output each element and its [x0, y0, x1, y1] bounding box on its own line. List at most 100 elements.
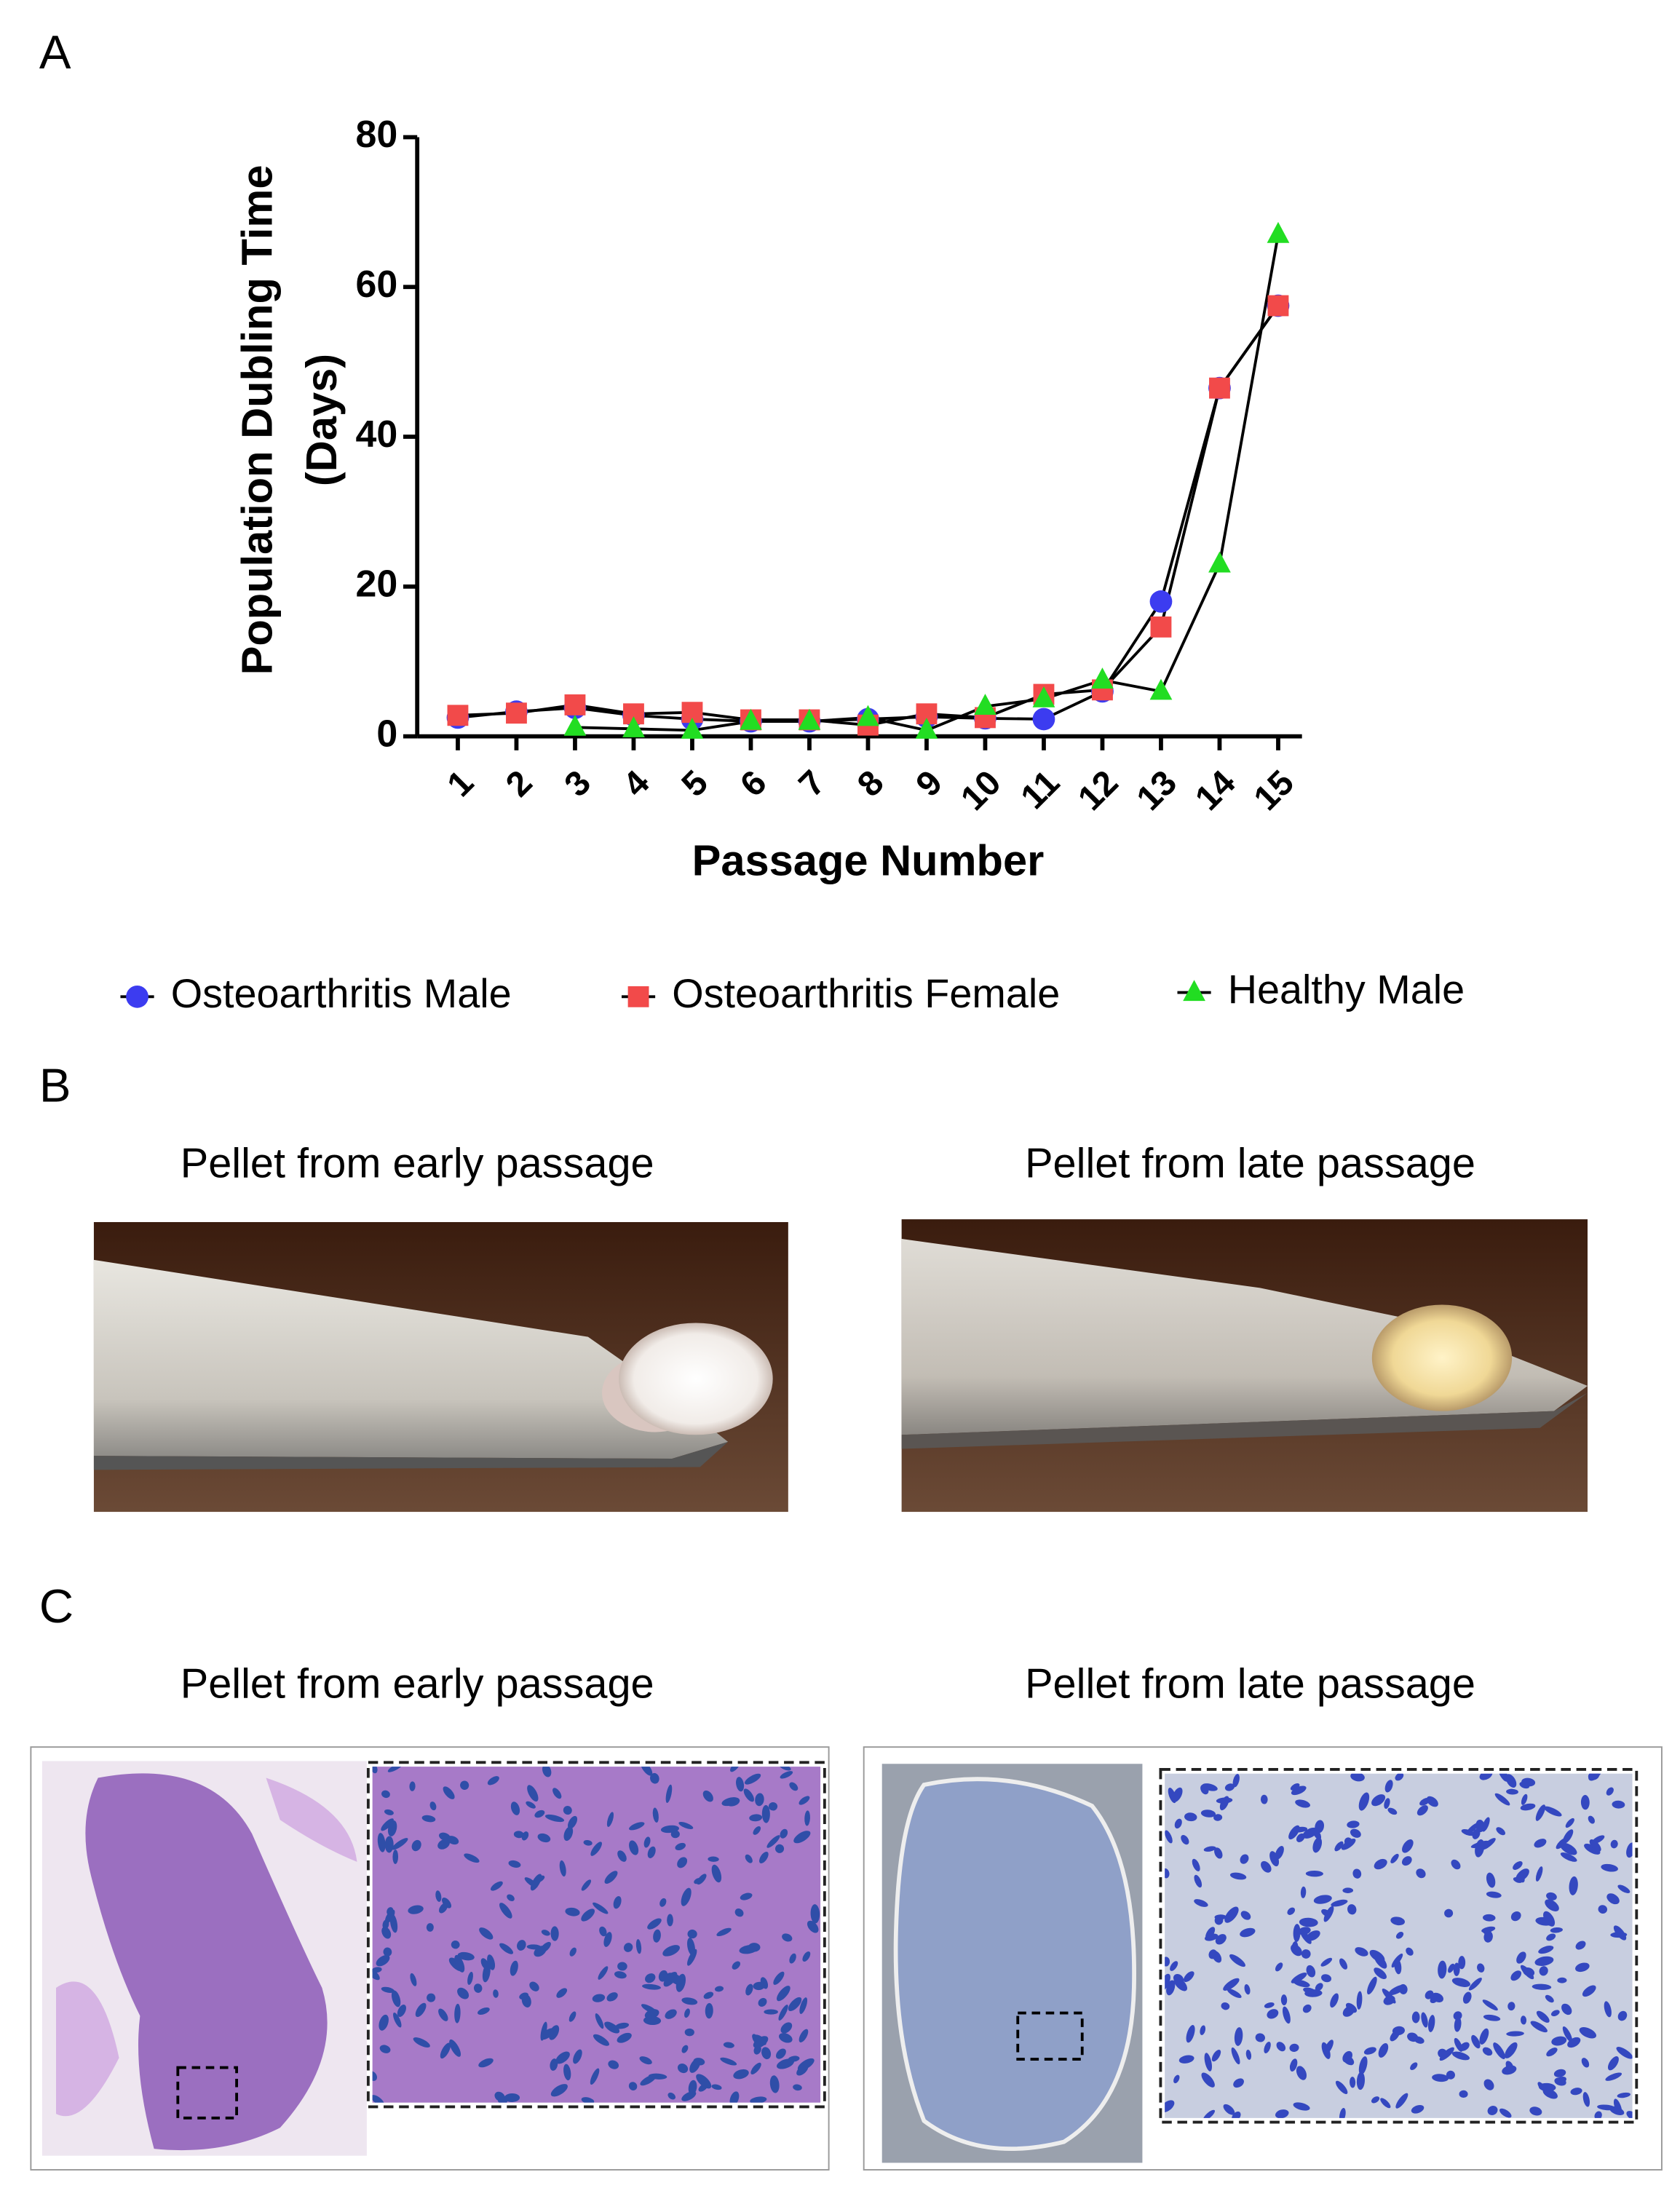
nucleus	[1597, 2104, 1616, 2111]
nucleus	[387, 1820, 397, 1836]
nucleus	[1223, 1978, 1240, 1991]
nucleus	[555, 2051, 570, 2064]
nucleus	[451, 1940, 460, 1949]
nucleus	[583, 1839, 593, 1846]
nucleus	[774, 1844, 785, 1853]
nucleus	[1427, 2015, 1435, 2032]
nucleus	[593, 2034, 610, 2046]
nucleus	[552, 1788, 562, 1799]
nucleus	[1506, 2031, 1524, 2037]
nucleus	[799, 2029, 809, 2042]
nucleus	[1300, 1886, 1307, 1898]
nucleus	[1565, 1818, 1574, 1828]
nucleus	[1194, 1899, 1208, 1907]
nucleus	[1499, 2108, 1512, 2118]
nucleus	[1295, 1799, 1310, 1808]
nucleus	[1567, 2037, 1581, 2048]
nucleus	[667, 1914, 673, 1927]
panel-label: B	[39, 1059, 71, 1112]
nucleus	[1350, 1773, 1365, 1782]
nucleus	[1205, 1927, 1216, 1940]
nucleus	[1374, 1858, 1387, 1870]
histology-late	[881, 1764, 1143, 2163]
nucleus	[569, 1947, 576, 1957]
nucleus	[639, 2056, 652, 2065]
nucleus	[1275, 1846, 1284, 1860]
nucleus	[1505, 2061, 1514, 2073]
nucleus	[1219, 1796, 1229, 1811]
nucleus	[1165, 2100, 1175, 2113]
nucleus	[1306, 1930, 1320, 1941]
nucleus	[606, 1992, 618, 2002]
nucleus	[1589, 1839, 1601, 1852]
nucleus	[1472, 1828, 1481, 1839]
nucleus	[743, 1788, 754, 1802]
nucleus	[733, 2069, 749, 2080]
nucleus	[761, 2047, 772, 2060]
nucleus	[1537, 2082, 1546, 2091]
nucleus	[537, 1833, 551, 1843]
nucleus	[1544, 1806, 1562, 1817]
nucleus	[1536, 2010, 1550, 2023]
nucleus	[534, 1946, 547, 1957]
nucleus	[753, 2045, 761, 2055]
nucleus	[563, 1826, 574, 1842]
nucleus	[1486, 1872, 1496, 1888]
nucleus	[427, 1993, 436, 2002]
nucleus	[493, 1989, 499, 1998]
nucleus	[521, 1831, 529, 1841]
nucleus	[613, 1896, 622, 1909]
nucleus	[1483, 1914, 1496, 1922]
nucleus	[415, 2002, 427, 2018]
nucleus	[617, 1962, 627, 1971]
y-tick-label: 0	[376, 713, 397, 755]
legend-label: Osteoarthritis Female	[672, 971, 1060, 1016]
nucleus	[745, 1773, 761, 1785]
y-axis-label: (Days)	[297, 354, 346, 486]
nucleus	[687, 1929, 697, 1939]
nucleus	[1560, 1842, 1577, 1855]
nucleus	[457, 1987, 469, 1999]
histology-early	[41, 1761, 367, 2156]
nucleus	[623, 1943, 633, 1952]
nucleus	[1313, 1895, 1332, 1904]
nucleus	[1605, 2072, 1622, 2081]
nucleus	[1165, 1830, 1173, 1844]
series-line	[574, 234, 1280, 732]
nucleus	[1165, 1973, 1170, 1991]
nucleus	[753, 1826, 761, 1835]
nucleus	[1289, 2060, 1297, 2069]
nucleus	[782, 1933, 793, 1942]
nucleus	[482, 1963, 491, 1983]
nucleus	[563, 2064, 571, 2081]
nucleus	[383, 1947, 392, 1957]
nucleus	[1462, 1991, 1472, 2004]
x-tick-label: 11	[1013, 763, 1067, 817]
nucleus	[460, 1780, 469, 1790]
nucleus	[1451, 1859, 1461, 1870]
nucleus	[1299, 1917, 1318, 1927]
nucleus	[1166, 1980, 1176, 1996]
nucleus	[1231, 2047, 1240, 2065]
nucleus	[1550, 2010, 1560, 2017]
nucleus	[1293, 2102, 1310, 2111]
nucleus	[494, 2091, 505, 2102]
nucleus	[723, 2042, 734, 2048]
nucleus	[599, 1926, 607, 1937]
nucleus	[730, 1767, 740, 1772]
nucleus	[670, 1830, 680, 1839]
nucleus	[780, 1828, 788, 1839]
nucleus	[387, 1767, 404, 1772]
nucleus	[629, 1822, 645, 1831]
x-tick-label: 8	[850, 763, 892, 804]
nucleus	[568, 2011, 576, 2022]
nucleus	[1174, 1818, 1182, 1829]
nucleus	[1520, 1803, 1536, 1811]
point	[974, 694, 996, 715]
nucleus	[1598, 1905, 1608, 1914]
nucleus	[608, 2060, 619, 2069]
nucleus	[773, 1971, 785, 1985]
nucleus	[1546, 1892, 1557, 1900]
nucleus	[590, 2068, 600, 2085]
